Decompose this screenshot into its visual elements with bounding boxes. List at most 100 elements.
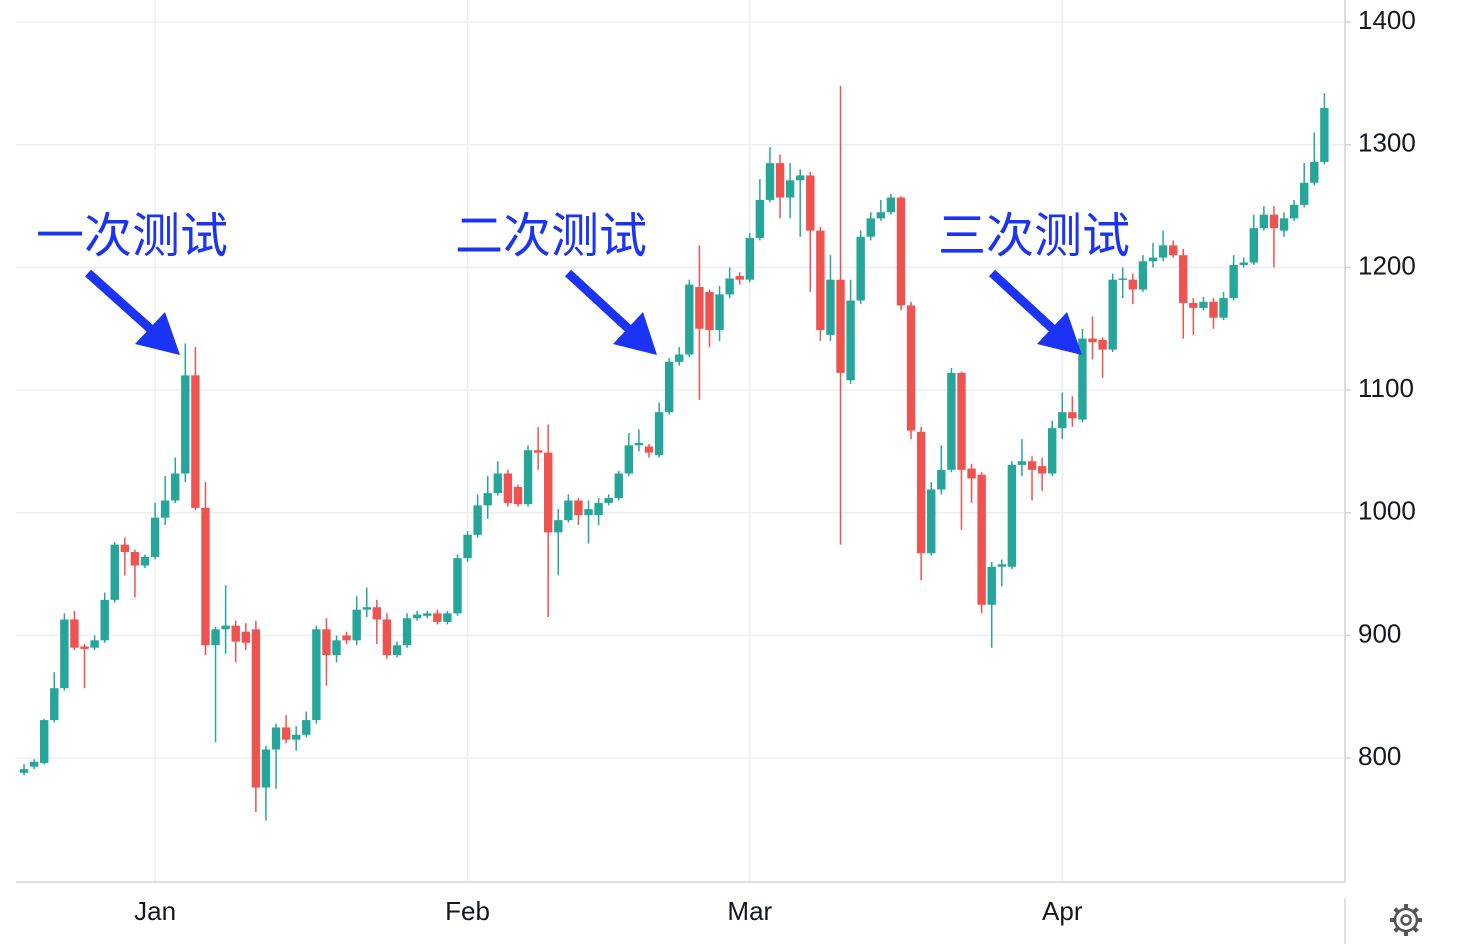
- y-tick-label: 900: [1358, 618, 1401, 648]
- candle-body: [402, 618, 412, 646]
- candle-body: [463, 534, 472, 559]
- candle-body: [352, 609, 361, 641]
- gear-ring: [1393, 907, 1419, 933]
- x-tick-label: Mar: [727, 896, 772, 926]
- candle-body: [493, 473, 502, 494]
- candle-body: [735, 276, 744, 280]
- candle-body: [171, 473, 180, 501]
- candle-body: [614, 473, 623, 499]
- x-tick-label: Jan: [134, 896, 176, 926]
- candle-body: [201, 507, 210, 646]
- y-tick-label: 1000: [1358, 496, 1416, 526]
- candle-body: [281, 727, 291, 740]
- candle-body: [796, 175, 805, 181]
- candle-body: [1158, 245, 1168, 258]
- y-tick-label: 1200: [1358, 250, 1416, 280]
- candle-body: [1017, 461, 1027, 465]
- candle-body: [392, 645, 402, 656]
- candle-body: [503, 473, 513, 503]
- candle-body: [826, 279, 835, 335]
- candle-body: [1289, 204, 1299, 219]
- candle-body: [654, 412, 664, 456]
- candle-body: [453, 558, 462, 614]
- arrow-head: [135, 312, 180, 355]
- candle-body: [1128, 279, 1138, 290]
- candle-body: [1058, 412, 1067, 429]
- candle-body: [685, 284, 694, 355]
- candle-body: [533, 450, 543, 453]
- candle-body: [927, 489, 936, 554]
- candle-body: [60, 619, 69, 689]
- y-tick-label: 1300: [1358, 128, 1416, 158]
- candle-body: [957, 372, 966, 470]
- gear-teeth: [1390, 904, 1422, 936]
- candle-body: [816, 230, 825, 330]
- candle-body: [634, 442, 644, 446]
- annotations: 一次测试 二次测试 三次测试: [36, 210, 1130, 355]
- candle-body: [483, 493, 492, 506]
- candle-body: [745, 237, 754, 280]
- candle-body: [1088, 338, 1097, 343]
- candle-body: [110, 544, 119, 600]
- settings-icon[interactable]: [1390, 904, 1422, 936]
- candle-body: [271, 727, 281, 750]
- y-tick-label: 800: [1358, 741, 1401, 771]
- candle-body: [1118, 278, 1127, 280]
- candle-body: [846, 300, 855, 381]
- candle-body: [100, 599, 109, 641]
- candle-body: [523, 450, 533, 505]
- candle-body: [1229, 264, 1238, 299]
- candle-body: [70, 619, 79, 648]
- candle-body: [1259, 214, 1269, 229]
- candle-body: [191, 375, 200, 508]
- candle-body: [90, 640, 99, 648]
- candle-body: [1310, 161, 1319, 183]
- grid: [16, 0, 1351, 882]
- candle-body: [1269, 214, 1279, 229]
- candle-body: [292, 734, 301, 740]
- candle-body: [342, 635, 351, 641]
- candle-body: [644, 446, 654, 453]
- candle-body: [1300, 182, 1309, 205]
- candle-body: [775, 163, 785, 198]
- candle-body: [806, 175, 815, 231]
- candle-body: [120, 544, 130, 553]
- candle-body: [1249, 228, 1258, 263]
- candle-body: [130, 552, 140, 566]
- candle-body: [987, 566, 996, 605]
- candle-body: [836, 279, 845, 373]
- candle-body: [584, 509, 593, 516]
- candle-body: [433, 613, 442, 622]
- candle-body: [906, 305, 916, 431]
- arrow: [988, 269, 1060, 336]
- candle-body: [876, 212, 886, 219]
- candle-body: [1027, 461, 1037, 470]
- candle-body: [755, 199, 765, 238]
- candle-body: [1189, 302, 1198, 308]
- candle-body: [312, 629, 321, 721]
- candle-body: [967, 468, 976, 479]
- candle-body: [513, 487, 523, 505]
- candle-body: [765, 163, 775, 200]
- candle-body: [332, 640, 341, 656]
- candle-body: [896, 197, 906, 306]
- candle-body: [211, 629, 220, 646]
- candle-body: [443, 613, 452, 622]
- candle-body: [1098, 339, 1107, 350]
- candle-body: [29, 761, 39, 767]
- candle-body: [50, 688, 59, 721]
- candle-body: [1078, 338, 1087, 420]
- candle-body: [1168, 245, 1178, 256]
- candle-body: [947, 372, 956, 470]
- candle-body: [221, 625, 230, 630]
- candle-body: [785, 180, 795, 198]
- candle-body: [423, 613, 432, 616]
- candle-body: [1320, 107, 1329, 162]
- candle-body: [372, 607, 382, 620]
- candle-body: [866, 218, 875, 237]
- x-tick-label: Feb: [445, 896, 490, 926]
- candle-body: [1219, 298, 1228, 318]
- candle-body: [412, 614, 422, 619]
- gear-hub: [1400, 914, 1412, 926]
